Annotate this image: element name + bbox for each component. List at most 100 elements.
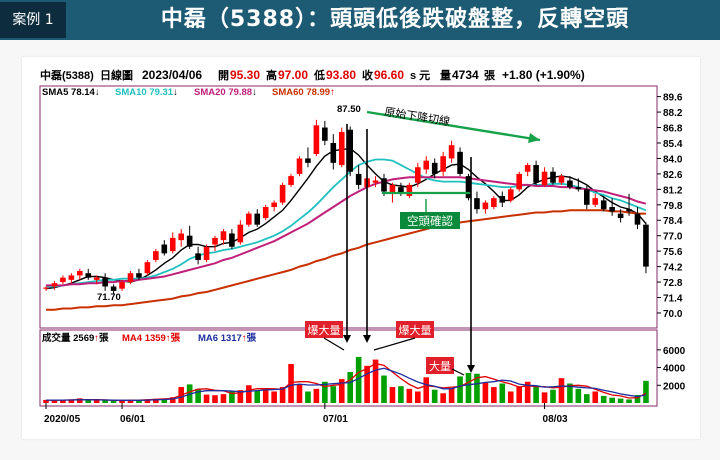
close-value: 96.60 [374,68,404,82]
legend-arrow: ↑ [94,333,99,344]
short-confirm-badge [400,212,460,229]
volume-bar [482,382,489,403]
price-tick-label: 72.8 [663,278,683,289]
candle-body [186,235,193,247]
open-value: 95.30 [230,68,260,82]
legend-ma6: MA6 1317↑張 [198,333,257,344]
moving-average-lines [45,147,647,311]
candle-body [431,162,438,174]
volume-bar [398,386,404,403]
candlesticks [43,119,649,295]
candle-body [220,231,227,241]
volume-bar [567,383,573,403]
price-tick-label: 77.0 [663,232,683,243]
volume-bar [381,375,387,403]
volume-bar [169,397,176,403]
candle-body [516,173,522,190]
candle-body [584,189,590,205]
price-tick-label: 85.4 [663,139,683,150]
volume-pointer-1-head [343,335,351,343]
candle-body [398,187,404,194]
volume-bar [212,395,218,403]
date-tick-label: 08/03 [543,414,568,425]
high-label: 高 [266,68,277,82]
legend-arrow: ↓ [173,87,178,98]
close-label: 收 [362,68,373,82]
candle-body [507,189,514,201]
candle-body [195,253,201,260]
candle-body [153,251,159,260]
candle-body [499,195,506,203]
volume-bar [440,393,446,403]
volume-bar [516,386,522,403]
volume-pointer-2-head [363,335,371,343]
candle-body [355,173,362,185]
legend-sma5: SMA5 78.14↓ [42,87,100,98]
candle-body [609,207,615,212]
volume-ma-line-ma6 [46,367,647,401]
volume-ma-lines [46,362,647,402]
candle-body [144,262,151,274]
price-tick-label: 78.4 [663,216,683,227]
candle-body [68,275,75,280]
volume-bar [609,397,615,403]
volume-bar [575,388,582,403]
volume-bar [262,388,269,403]
price-axis: 70.0 71.4 72.8 74.2 75.6 77.0 78.4 79.8 81.2 82.6… [657,93,683,320]
candle-body [491,198,497,207]
date-axis: 2020/05 06/01 07/01 08/03 [44,403,568,425]
candle-body [322,127,328,141]
volume-bar [550,389,556,403]
candle-body [212,237,218,245]
volume-bar [51,400,58,403]
legend-sma10: SMA10 79.31↓ [115,87,178,98]
legend-arrow: ↑ [330,87,335,98]
trendline-label: 原始下降切線 [384,104,451,128]
candle-body [389,184,396,194]
legend-sma20: SMA20 79.88↓ [194,87,257,98]
volume-bar [474,373,480,403]
candle-body [465,176,472,199]
price-tick-label: 70.0 [663,309,683,320]
volume-bar [347,372,353,403]
candle-body [254,213,261,225]
big-volume-badge-1 [305,321,343,338]
legend-arrow: ↓ [252,87,257,98]
ma-line-sma5 [45,147,647,290]
volume-bar [364,365,370,403]
big-volume-badge-2 [396,321,434,338]
volume-bar [558,378,565,403]
candle-body [77,271,83,276]
candle-body [457,151,463,174]
price-tick-label: 79.8 [663,201,683,212]
chart-panel: 中磊(5388) 日線圖 2023/04/06 開 95.30 高 97.00 … [22,57,700,439]
legend-sma60: SMA60 78.99↑ [272,87,335,98]
candle-body [43,287,49,289]
legend-unit: 張 [99,333,109,344]
candle-body [161,244,168,254]
candle-body [203,246,210,260]
big-volume-leader-3 [451,368,465,376]
price-tick-label: 86.8 [663,124,683,135]
candle-body [119,282,125,289]
candle-body [558,176,565,183]
big-volume-label-2: 爆大量 [399,323,432,337]
volume-ma-line-ma4 [46,362,647,402]
candle-body [296,158,303,174]
volume-bar [330,386,337,403]
volume-bars [43,356,649,403]
volume-bar [600,395,607,403]
candle-body [474,198,480,210]
candle-body [423,160,430,170]
candle-body [51,283,58,287]
candle-body [313,125,320,155]
volume-bar [102,400,108,403]
volume-bar [220,394,227,403]
candle-body [575,187,582,190]
price-tick-label: 71.4 [663,294,683,305]
low-value: 93.80 [326,68,356,82]
volume-bar [423,377,430,403]
price-tick-label: 74.2 [663,263,683,274]
candle-body [288,176,294,185]
candle-body [271,202,277,207]
